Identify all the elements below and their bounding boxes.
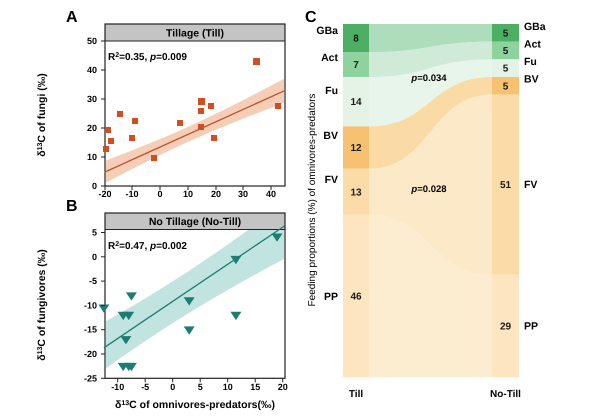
- svg-text:PP: PP: [524, 321, 538, 333]
- svg-text:Act: Act: [321, 52, 338, 64]
- svg-text:51: 51: [500, 180, 512, 191]
- svg-text:14: 14: [350, 97, 362, 108]
- svg-text:13: 13: [350, 187, 362, 198]
- svg-text:Fu: Fu: [524, 56, 537, 68]
- svg-text:46: 46: [350, 291, 362, 302]
- svg-text:p=0.028: p=0.028: [410, 184, 446, 195]
- svg-text:Fu: Fu: [325, 85, 338, 97]
- svg-text:p=0.034: p=0.034: [410, 73, 447, 84]
- svg-text:7: 7: [353, 60, 359, 71]
- svg-text:5: 5: [503, 64, 509, 75]
- svg-text:PP: PP: [324, 291, 338, 303]
- svg-text:GBa: GBa: [316, 25, 338, 37]
- svg-text:BV: BV: [323, 130, 338, 142]
- svg-text:No-Till: No-Till: [490, 389, 521, 400]
- svg-text:FV: FV: [524, 179, 537, 191]
- svg-text:FV: FV: [325, 174, 338, 186]
- svg-text:8: 8: [353, 34, 359, 45]
- svg-text:12: 12: [350, 143, 362, 154]
- svg-text:5: 5: [503, 81, 509, 92]
- svg-text:5: 5: [503, 28, 509, 39]
- svg-text:BV: BV: [524, 74, 539, 86]
- svg-text:Feeding proportions (%) of omn: Feeding proportions (%) of omnivores-pre…: [307, 94, 318, 307]
- svg-text:5: 5: [503, 46, 509, 57]
- svg-text:29: 29: [500, 322, 512, 333]
- svg-text:GBa: GBa: [524, 21, 546, 33]
- svg-text:Till: Till: [349, 389, 363, 400]
- svg-text:Act: Act: [524, 39, 541, 51]
